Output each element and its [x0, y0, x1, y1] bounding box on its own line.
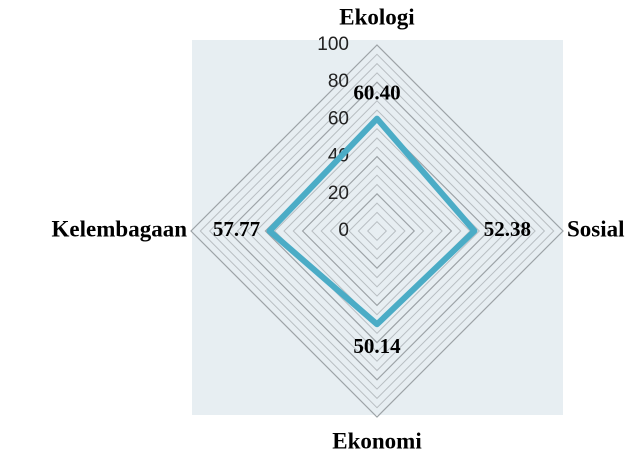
category-label: Sosial	[567, 216, 625, 241]
category-label: Ekologi	[339, 4, 415, 29]
value-label: 57.77	[213, 217, 260, 241]
tick-label: 60	[328, 108, 349, 129]
value-label: 52.38	[484, 217, 531, 241]
minor-grid	[348, 202, 406, 260]
tick-label: 80	[328, 71, 349, 92]
grid-line	[227, 81, 527, 381]
tick-label: 100	[317, 34, 349, 55]
minor-grid	[236, 90, 518, 372]
minor-grid	[199, 53, 555, 409]
category-label: Ekonomi	[332, 428, 422, 452]
tick-label: 0	[338, 220, 349, 241]
minor-grid	[357, 211, 397, 251]
tick-label: 20	[328, 183, 349, 204]
value-label: 60.40	[353, 80, 400, 104]
grid-line	[338, 192, 416, 270]
value-label: 50.14	[353, 334, 401, 358]
category-label: Kelembagaan	[52, 216, 188, 241]
plot-background	[192, 40, 563, 415]
minor-grid	[292, 146, 462, 316]
series-line	[266, 115, 478, 328]
minor-grid	[329, 183, 425, 279]
minor-grid	[255, 109, 499, 353]
grid-line	[190, 44, 564, 418]
minor-grid	[366, 220, 388, 242]
minor-grid	[320, 174, 434, 288]
minor-grid	[311, 165, 443, 297]
minor-grid	[218, 72, 536, 390]
minor-grid	[208, 62, 546, 400]
minor-grid	[246, 100, 508, 362]
grid-line	[301, 155, 453, 307]
